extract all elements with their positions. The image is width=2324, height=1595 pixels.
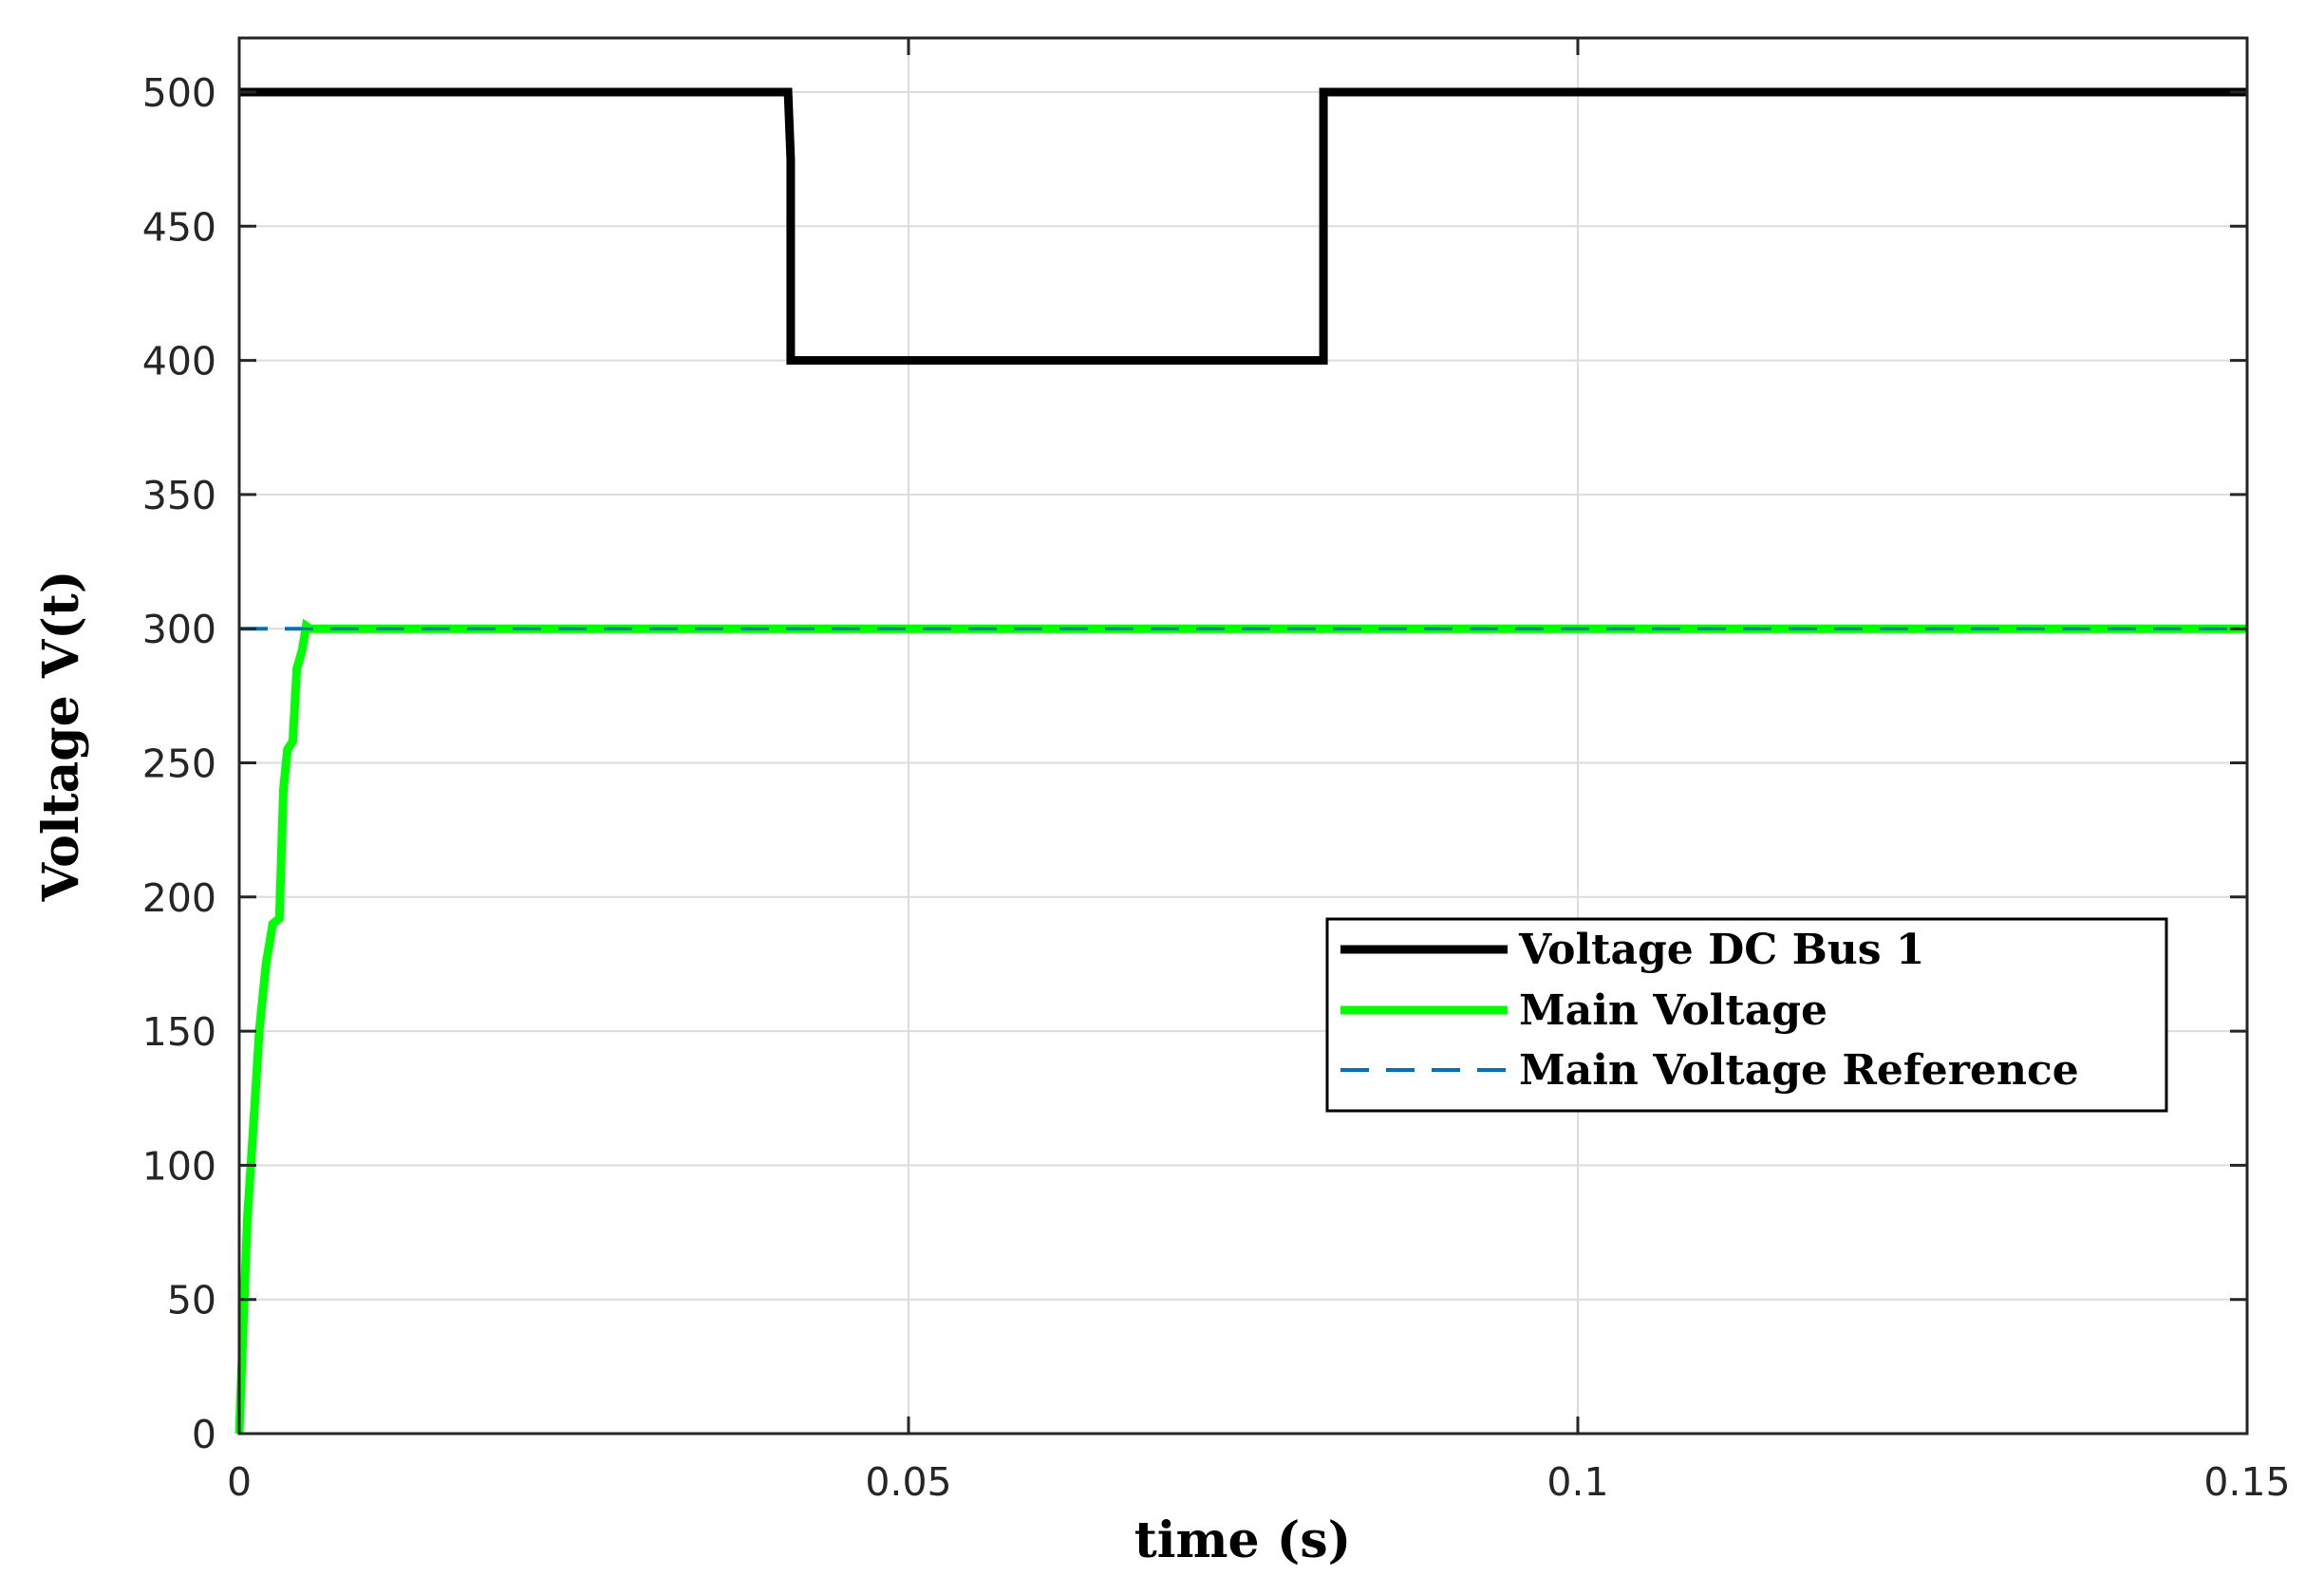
legend: Voltage DC Bus 1 Main Voltage Main Volta… <box>1325 917 2168 1113</box>
y-tick-label: 250 <box>142 741 216 787</box>
tick-labels: 0 0.05 0.1 0.15 0 50 100 150 200 250 300 350 400 450 5… <box>142 70 2291 1505</box>
x-tick-label: 0.1 <box>1546 1459 1608 1505</box>
y-tick-label: 500 <box>142 70 216 116</box>
x-tick-label: 0.05 <box>865 1459 951 1505</box>
plot-area <box>239 38 2247 1434</box>
y-tick-label: 450 <box>142 204 216 250</box>
y-tick-label: 0 <box>192 1412 216 1457</box>
x-tick-label: 0 <box>227 1459 252 1505</box>
legend-label-reference: Main Voltage Reference <box>1519 1046 2079 1095</box>
legend-label-dc-bus: Voltage DC Bus 1 <box>1518 926 1924 974</box>
y-axis-title: Voltage V(t) <box>32 571 90 903</box>
y-tick-label: 300 <box>142 607 216 652</box>
series-layer <box>234 87 2247 1435</box>
y-tick-label: 150 <box>142 1009 216 1055</box>
y-tick-label: 50 <box>167 1278 216 1323</box>
y-tick-label: 350 <box>142 473 216 518</box>
x-tick-label: 0.15 <box>2203 1459 2290 1505</box>
y-tick-label: 400 <box>142 339 216 385</box>
x-axis-title: time (s) <box>1134 1511 1351 1569</box>
plot-frame <box>237 36 2249 1436</box>
series-line-voltage-dc-bus-1 <box>239 87 2247 366</box>
ticks <box>237 38 2249 1436</box>
legend-label-main-voltage: Main Voltage <box>1519 986 1827 1035</box>
y-tick-label: 200 <box>142 875 216 921</box>
y-tick-label: 100 <box>142 1143 216 1189</box>
